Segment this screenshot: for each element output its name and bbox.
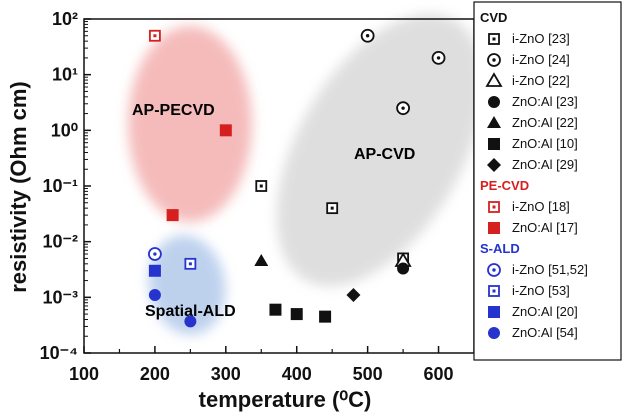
legend-marker — [488, 138, 500, 150]
legend-marker-dot — [492, 205, 496, 209]
data-point-dot — [153, 252, 157, 256]
data-point — [319, 310, 332, 323]
legend-group-title: CVD — [480, 10, 507, 25]
legend-entry-label: i-ZnO [23] — [512, 31, 570, 46]
x-tick-label: 500 — [353, 364, 383, 384]
data-point — [254, 253, 269, 266]
data-point-dot — [436, 56, 441, 60]
y-tick-label: 10² — [52, 9, 78, 29]
region-label-ap-pecvd: AP-PECVD — [132, 102, 215, 119]
data-point — [148, 289, 161, 302]
x-axis-title: temperature (⁰C) — [199, 387, 372, 412]
y-axis-title: resistivity (Ohm cm) — [6, 81, 31, 293]
data-point — [148, 264, 161, 277]
data-point-dot — [401, 106, 405, 110]
data-point — [269, 303, 282, 316]
legend-entry-label: ZnO:Al [29] — [512, 157, 578, 172]
legend-entry-label: ZnO:Al [23] — [512, 94, 578, 109]
x-tick-labels: 100 200 300 400 500 600 — [69, 364, 454, 384]
legend-marker-dot — [492, 37, 496, 41]
y-tick-label: 10⁻³ — [42, 287, 78, 307]
x-tick-label: 300 — [211, 364, 241, 384]
region-ap-pecvd-shade — [128, 26, 252, 222]
data-points — [148, 28, 446, 328]
region-label-spatial-ald: Spatial-ALD — [145, 303, 236, 320]
region-spatial-ald-shade — [148, 235, 226, 335]
y-tick-label: 10⁰ — [51, 120, 78, 140]
y-tick-label: 10⁻⁴ — [40, 343, 78, 363]
data-point — [346, 288, 361, 303]
legend-entry-label: ZnO:Al [54] — [512, 325, 578, 340]
data-point-dot — [330, 206, 334, 210]
data-point — [219, 124, 232, 137]
legend-marker-dot — [492, 268, 496, 272]
legend-marker — [488, 327, 500, 339]
data-point — [290, 308, 303, 321]
data-point — [397, 262, 410, 275]
legend-entry-label: i-ZnO [22] — [512, 73, 570, 88]
axis-ticks — [83, 18, 475, 354]
data-point — [166, 209, 179, 222]
legend-marker — [488, 306, 500, 318]
legend-entry-label: i-ZnO [53] — [512, 283, 570, 298]
legend-marker — [487, 158, 501, 172]
data-point-dot — [259, 184, 263, 188]
x-tick-label: 600 — [424, 364, 454, 384]
region-ap-cvd-shade — [276, 13, 484, 287]
legend-entry-label: ZnO:Al [20] — [512, 304, 578, 319]
data-point-dot — [188, 262, 192, 266]
region-label-ap-cvd: AP-CVD — [354, 146, 415, 163]
y-tick-labels: 10⁻⁴ 10⁻³ 10⁻² 10⁻¹ 10⁰ 10¹ 10² — [40, 9, 78, 363]
x-tick-label: 200 — [140, 364, 170, 384]
legend-marker — [487, 116, 501, 128]
x-tick-label: 400 — [282, 364, 312, 384]
legend-entry-label: i-ZnO [24] — [512, 52, 570, 67]
y-tick-label: 10⁻² — [42, 232, 78, 252]
x-tick-label: 100 — [69, 364, 99, 384]
legend: CVD i-ZnO [23] i-ZnO [24] i-ZnO [22] ZnO:Al … — [473, 1, 622, 361]
legend-entry-label: i-ZnO [18] — [512, 199, 570, 214]
legend-entry-label: ZnO:Al [22] — [512, 115, 578, 130]
data-point-dot — [153, 34, 157, 38]
legend-group-title: PE-CVD — [480, 178, 529, 193]
legend-entry-label: ZnO:Al [10] — [512, 136, 578, 151]
legend-marker-dot — [492, 289, 496, 293]
legend-marker — [488, 222, 500, 234]
y-tick-label: 10¹ — [52, 65, 78, 85]
data-point — [184, 315, 197, 328]
y-tick-label: 10⁻¹ — [42, 176, 78, 196]
data-point-dot — [365, 34, 370, 38]
legend-marker-dot — [492, 58, 496, 62]
legend-marker — [485, 72, 503, 87]
legend-marker — [488, 96, 500, 108]
legend-entry-label: i-ZnO [51,52] — [512, 262, 588, 277]
legend-entry-label: ZnO:Al [17] — [512, 220, 578, 235]
legend-group-title: S-ALD — [480, 241, 520, 256]
